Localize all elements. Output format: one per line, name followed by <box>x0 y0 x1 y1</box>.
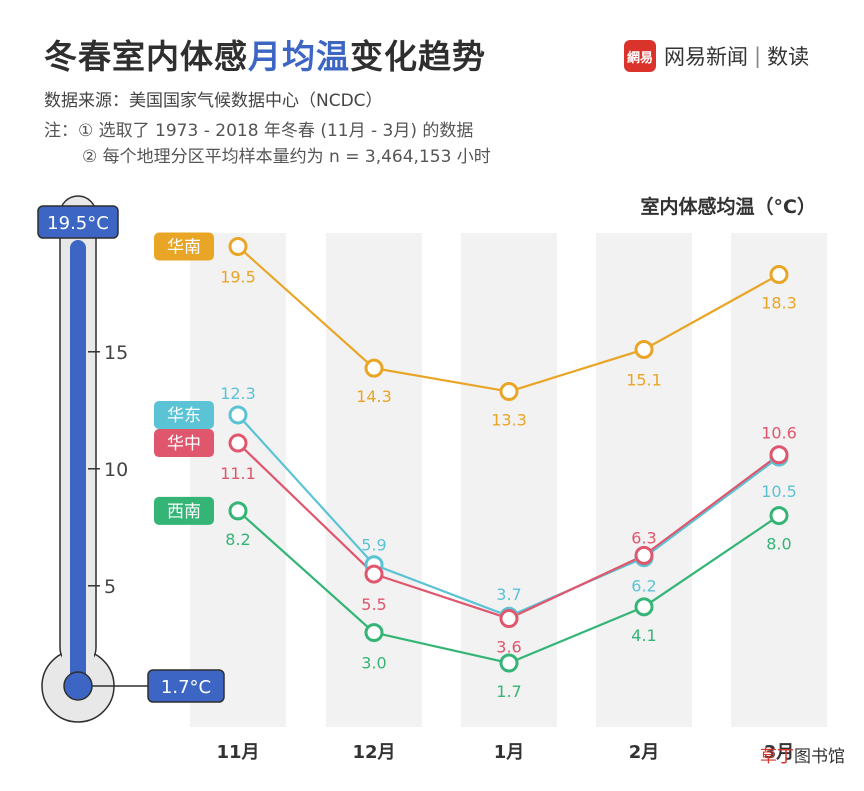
title-highlight: 月均温 <box>248 37 350 76</box>
month-band-4 <box>596 233 692 727</box>
x-tick-label: 3月 <box>764 742 795 763</box>
data-point <box>364 564 384 584</box>
data-point <box>769 445 789 465</box>
logo-product: 数读 <box>767 45 810 69</box>
thermometer-mercury-bulb <box>63 671 93 701</box>
data-point <box>228 433 248 453</box>
title-suffix: 变化趋势 <box>350 37 486 76</box>
watermark-part-1: 草丁 <box>760 747 794 767</box>
note-2: ② 每个地理分区平均样本量约为 n = 3,464,153 小时 <box>82 147 491 167</box>
series-tag-label: 华南 <box>167 237 201 257</box>
watermark: 草丁图书馆 <box>760 742 845 767</box>
data-label: 3.7 <box>496 585 521 604</box>
series-tag-label: 华中 <box>167 434 201 454</box>
chart-title: 冬春室内体感月均温变化趋势 <box>44 30 486 78</box>
month-band-3 <box>461 233 557 727</box>
note-1: 注：① 选取了 1973 - 2018 年冬春 (11月 - 3月) 的数据 <box>44 121 474 141</box>
thermometer-tick-label: 10 <box>104 459 128 481</box>
x-tick-label: 11月 <box>216 742 259 763</box>
data-label: 19.5 <box>220 267 256 286</box>
data-point <box>499 609 519 629</box>
data-label: 3.6 <box>496 638 521 657</box>
series-tag-西南 <box>154 496 214 525</box>
data-label: 10.5 <box>761 482 797 501</box>
thermometer-max-label: 19.5°C <box>47 213 109 234</box>
month-band-2 <box>326 233 422 727</box>
data-label: 14.3 <box>356 387 392 406</box>
data-label: 5.9 <box>361 536 386 555</box>
thermometer-mercury-column <box>70 240 86 688</box>
data-label: 6.2 <box>631 577 656 596</box>
thermometer-max-box <box>37 205 119 239</box>
data-label: 8.2 <box>225 530 250 549</box>
thermometer-tick-label: 5 <box>104 576 116 598</box>
data-point <box>228 501 248 521</box>
thermometer-min-label: 1.7°C <box>161 677 211 698</box>
series-tag-label: 华东 <box>167 406 201 426</box>
x-tick-label: 12月 <box>352 742 395 763</box>
data-label: 11.1 <box>220 464 256 483</box>
data-point <box>769 506 789 526</box>
series-tag-华南 <box>154 232 214 261</box>
data-label: 12.3 <box>220 384 256 403</box>
data-point <box>499 382 519 402</box>
data-label: 8.0 <box>766 535 791 554</box>
logo-name: 网易新闻 <box>664 45 748 69</box>
x-tick-label: 2月 <box>629 742 660 763</box>
data-label: 15.1 <box>626 370 662 389</box>
logo-separator: | <box>754 44 762 68</box>
data-label: 3.0 <box>361 654 386 673</box>
data-point <box>499 653 519 673</box>
data-point <box>634 597 654 617</box>
thermometer-min-box <box>147 669 225 703</box>
data-point <box>364 623 384 643</box>
month-band-1 <box>190 233 286 727</box>
data-point <box>364 358 384 378</box>
data-label: 5.5 <box>361 595 386 614</box>
watermark-part-2: 图书馆 <box>794 747 845 767</box>
data-point <box>634 339 654 359</box>
series-tag-华中 <box>154 429 214 458</box>
data-source: 数据来源：美国国家气候数据中心（NCDC） <box>44 91 383 111</box>
y-axis-label: 室内体感均温（°C） <box>640 196 816 218</box>
data-label: 1.7 <box>496 682 521 701</box>
data-point <box>634 545 654 565</box>
data-point <box>228 236 248 256</box>
title-prefix: 冬春室内体感 <box>44 37 248 76</box>
data-point <box>769 265 789 285</box>
data-label: 4.1 <box>631 626 656 645</box>
thermometer-tick-label: 15 <box>104 342 128 364</box>
data-point <box>228 405 248 425</box>
x-tick-label: 1月 <box>494 742 525 763</box>
netease-badge-icon: 網易 <box>624 40 656 72</box>
series-tag-华东 <box>154 400 214 429</box>
data-label: 6.3 <box>631 528 656 547</box>
data-label: 13.3 <box>491 411 527 430</box>
data-label: 10.6 <box>761 424 797 443</box>
data-label: 18.3 <box>761 294 797 313</box>
series-tag-label: 西南 <box>167 502 201 522</box>
netease-news-logo: 網易 网易新闻 | 数读 <box>624 40 809 72</box>
